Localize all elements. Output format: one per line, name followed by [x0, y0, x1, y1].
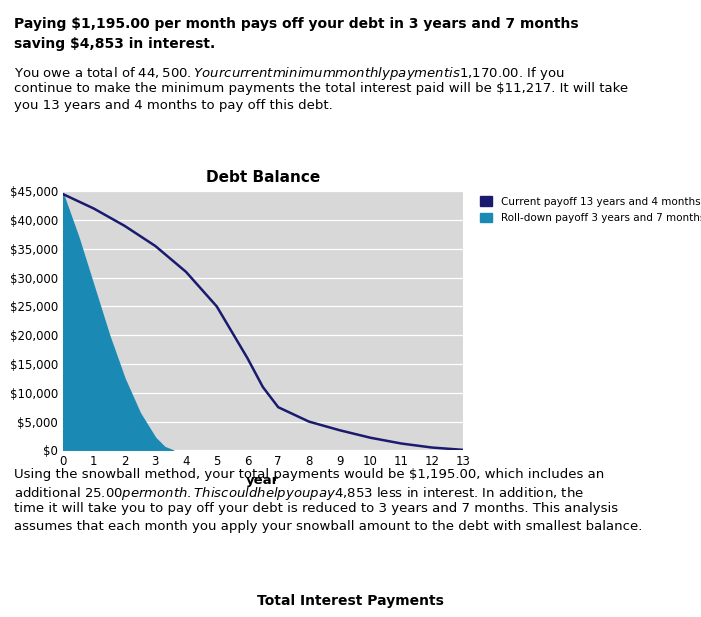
Text: Paying $1,195.00 per month pays off your debt in 3 years and 7 months: Paying $1,195.00 per month pays off your…: [14, 17, 578, 31]
X-axis label: year: year: [246, 474, 280, 487]
Text: Using the snowball method, your total payments would be $1,195.00, which include: Using the snowball method, your total pa…: [14, 468, 604, 481]
Text: You owe a total of $44,500. Your current minimum monthly payment is $1,170.00. I: You owe a total of $44,500. Your current…: [14, 65, 564, 82]
Text: continue to make the minimum payments the total interest paid will be $11,217. I: continue to make the minimum payments th…: [14, 82, 628, 95]
Text: saving $4,853 in interest.: saving $4,853 in interest.: [14, 37, 215, 51]
Legend: Current payoff 13 years and 4 months, Roll-down payoff 3 years and 7 months: Current payoff 13 years and 4 months, Ro…: [480, 196, 701, 223]
Title: Debt Balance: Debt Balance: [206, 170, 320, 184]
Text: assumes that each month you apply your snowball amount to the debt with smallest: assumes that each month you apply your s…: [14, 520, 642, 532]
Text: time it will take you to pay off your debt is reduced to 3 years and 7 months. T: time it will take you to pay off your de…: [14, 502, 618, 515]
Text: you 13 years and 4 months to pay off this debt.: you 13 years and 4 months to pay off thi…: [14, 99, 333, 112]
Text: additional $25.00 per month. This could help you pay $4,853 less in interest. In: additional $25.00 per month. This could …: [14, 485, 584, 502]
Text: Total Interest Payments: Total Interest Payments: [257, 594, 444, 608]
